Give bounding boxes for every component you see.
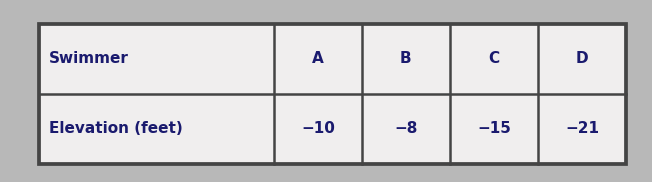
Text: C: C: [488, 51, 499, 66]
Text: −21: −21: [565, 121, 599, 136]
Text: Swimmer: Swimmer: [49, 51, 129, 66]
Text: D: D: [576, 51, 588, 66]
Text: Elevation (feet): Elevation (feet): [49, 121, 183, 136]
Text: B: B: [400, 51, 411, 66]
Text: A: A: [312, 51, 324, 66]
Text: −8: −8: [394, 121, 417, 136]
Text: −10: −10: [301, 121, 334, 136]
Text: −15: −15: [477, 121, 511, 136]
Bar: [39, 24, 626, 164]
